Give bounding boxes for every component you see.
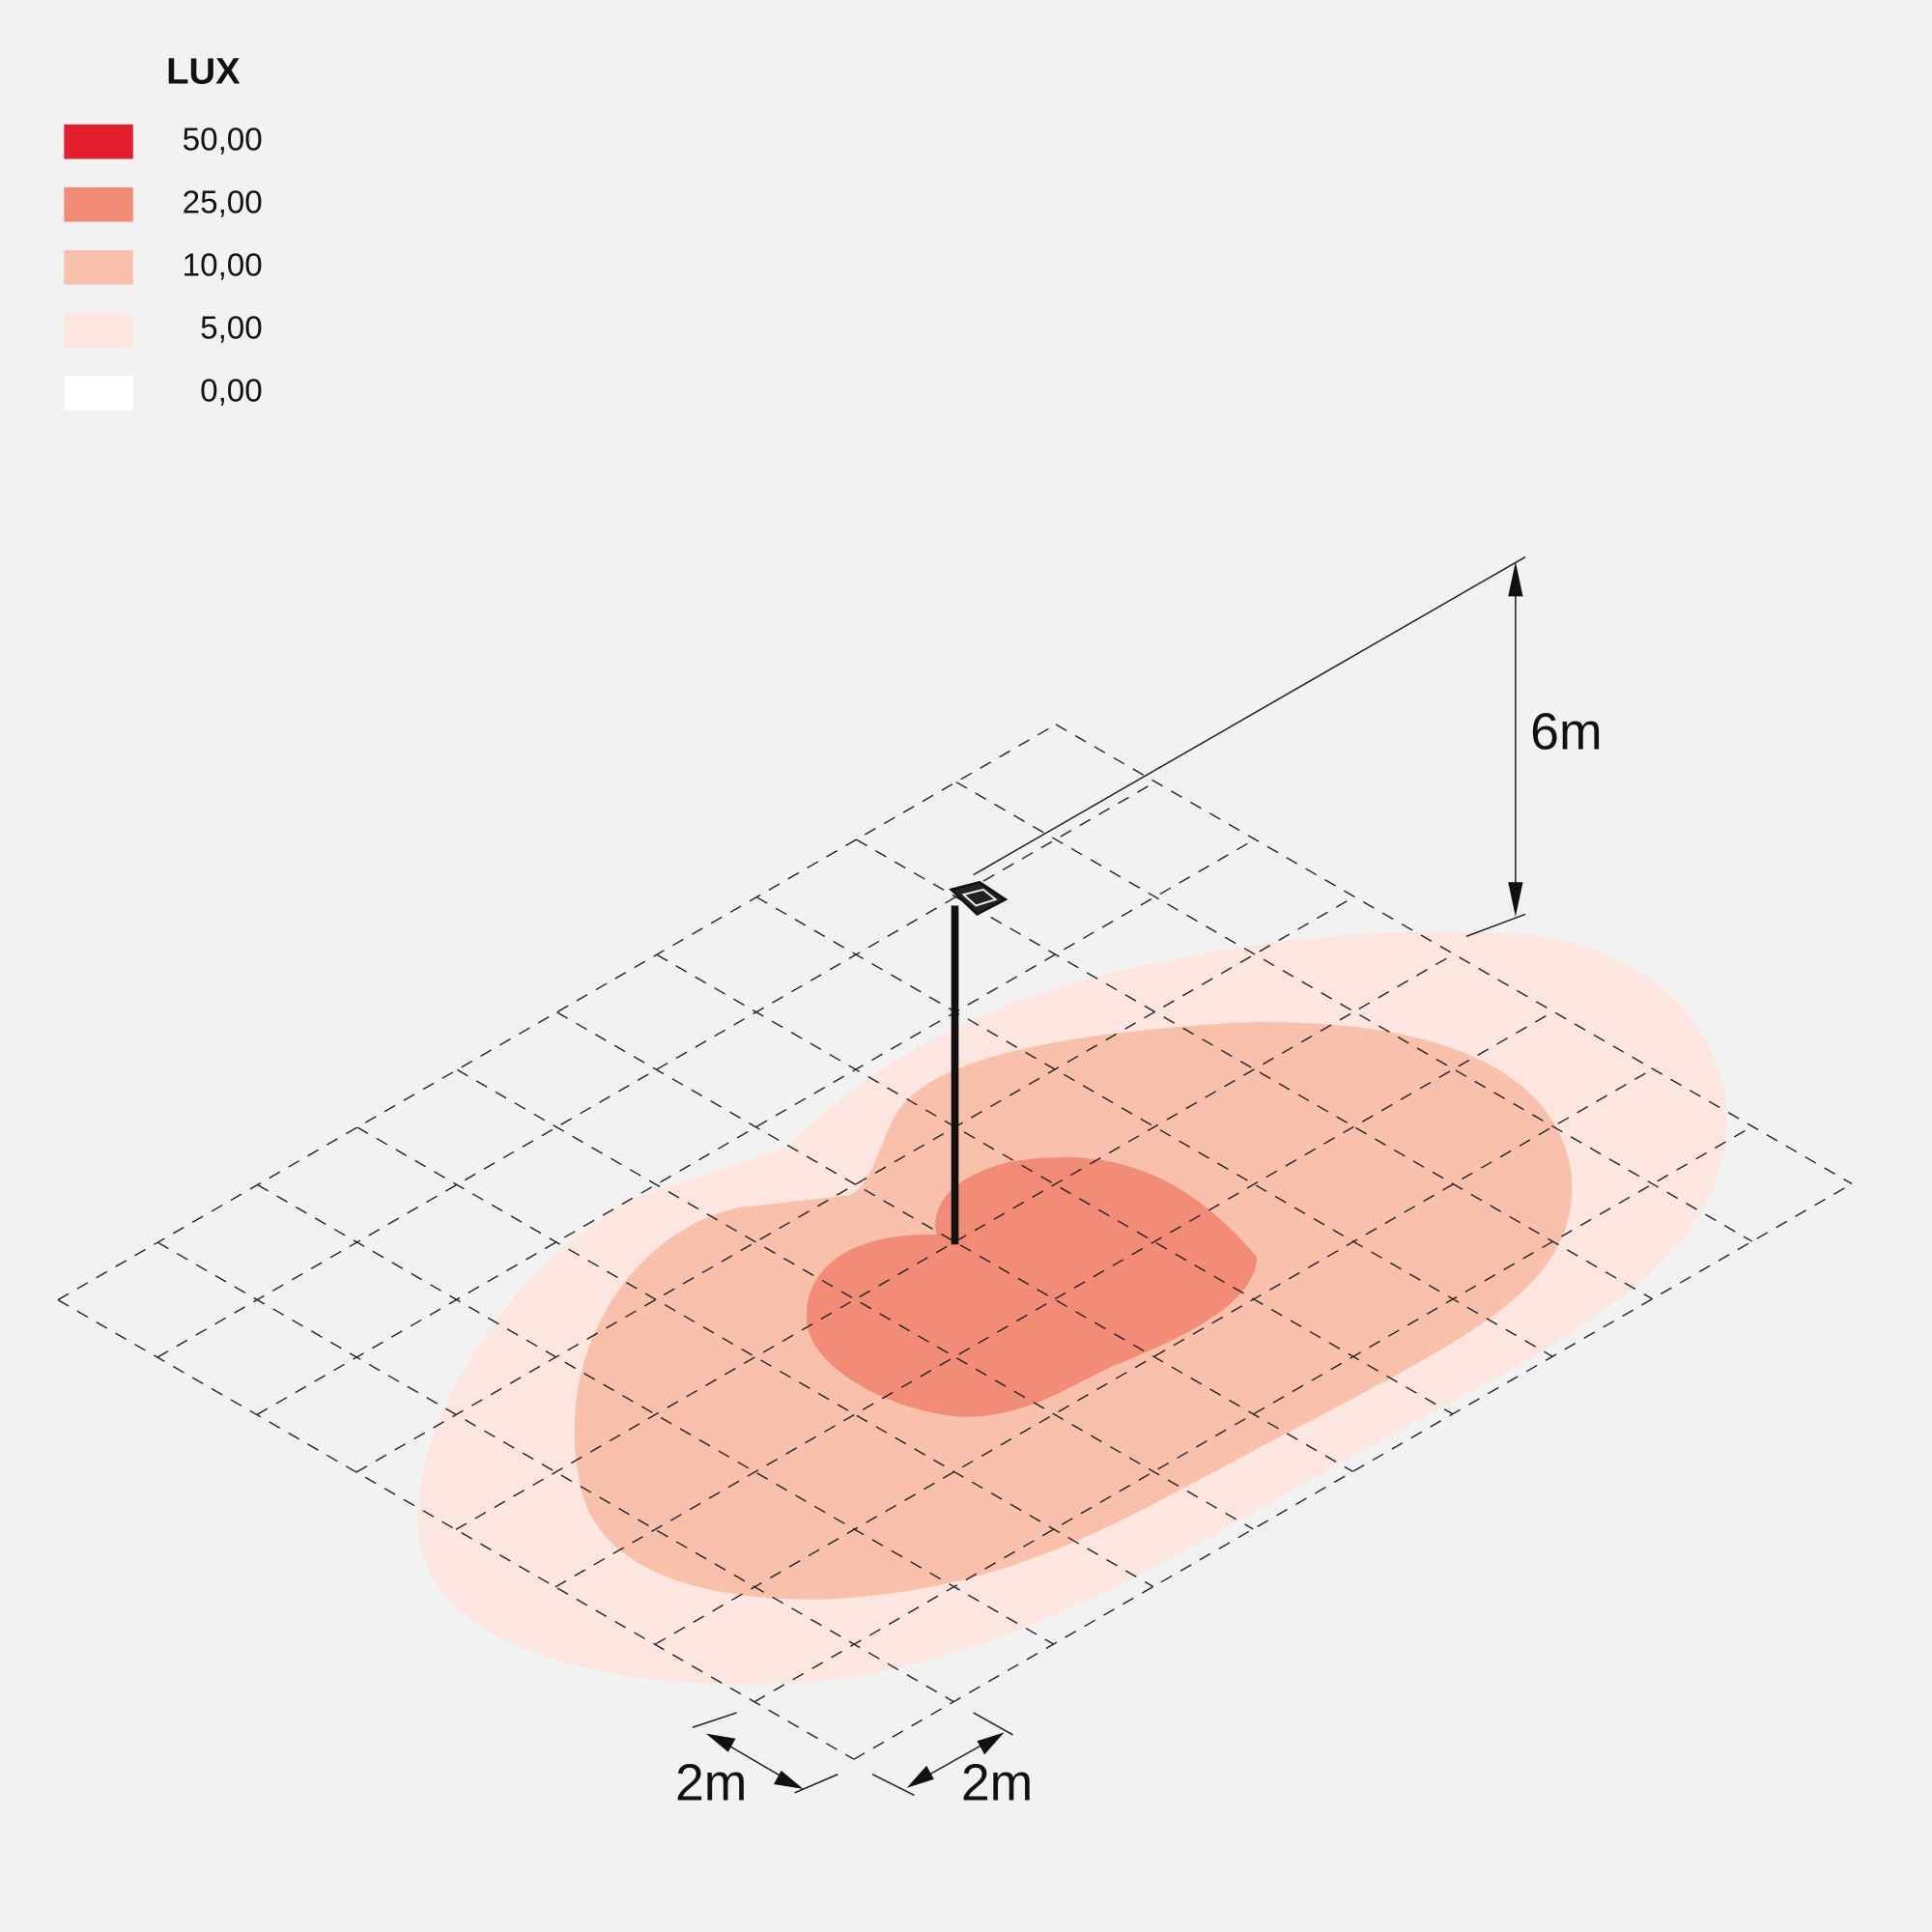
legend-swatch xyxy=(64,249,133,285)
legend-swatch xyxy=(64,376,133,411)
grid-line xyxy=(755,896,1553,1357)
grid-line xyxy=(1055,724,1853,1185)
grid-line xyxy=(955,781,1753,1242)
isoline-25 xyxy=(806,1157,1258,1417)
grid-line xyxy=(257,1183,1054,1645)
legend-label: 10,00 xyxy=(183,248,263,284)
grid-line xyxy=(256,838,1256,1416)
grid-line xyxy=(156,1241,954,1703)
grid-line xyxy=(57,724,1057,1301)
grid-line xyxy=(455,953,1455,1531)
grid-line xyxy=(753,1125,1753,1703)
grid-line xyxy=(456,1068,1254,1530)
luminaire-detail xyxy=(961,888,998,907)
legend-swatch xyxy=(64,124,133,159)
grid-line xyxy=(853,1182,1853,1760)
grid-line xyxy=(656,953,1454,1415)
legend-title: LUX xyxy=(166,51,241,93)
grid-line xyxy=(654,1068,1654,1645)
grid-line xyxy=(356,1126,1154,1588)
legend-label: 50,00 xyxy=(183,122,263,157)
height-label: 6m xyxy=(1530,704,1602,761)
legend-label: 25,00 xyxy=(183,185,263,221)
arrowheads xyxy=(705,1732,1005,1790)
grid-line xyxy=(856,838,1653,1300)
grid-line xyxy=(554,1010,1554,1588)
grid-x-label: 2m xyxy=(675,1755,747,1812)
height-dimension xyxy=(973,555,1526,938)
legend-swatch xyxy=(64,186,133,222)
grid-y-label: 2m xyxy=(961,1755,1033,1812)
legend-swatch xyxy=(64,312,133,348)
legend-label: 5,00 xyxy=(200,311,263,347)
grid-line xyxy=(57,1299,855,1760)
grid-line xyxy=(556,1011,1353,1472)
legend-label: 0,00 xyxy=(200,374,263,410)
grid-line xyxy=(156,781,1156,1358)
ground-grid xyxy=(57,724,1853,1760)
legend: 50,00 25,00 10,00 5,00 0,00 xyxy=(64,122,263,411)
grid-line xyxy=(355,895,1355,1473)
luminaire xyxy=(949,880,1009,916)
